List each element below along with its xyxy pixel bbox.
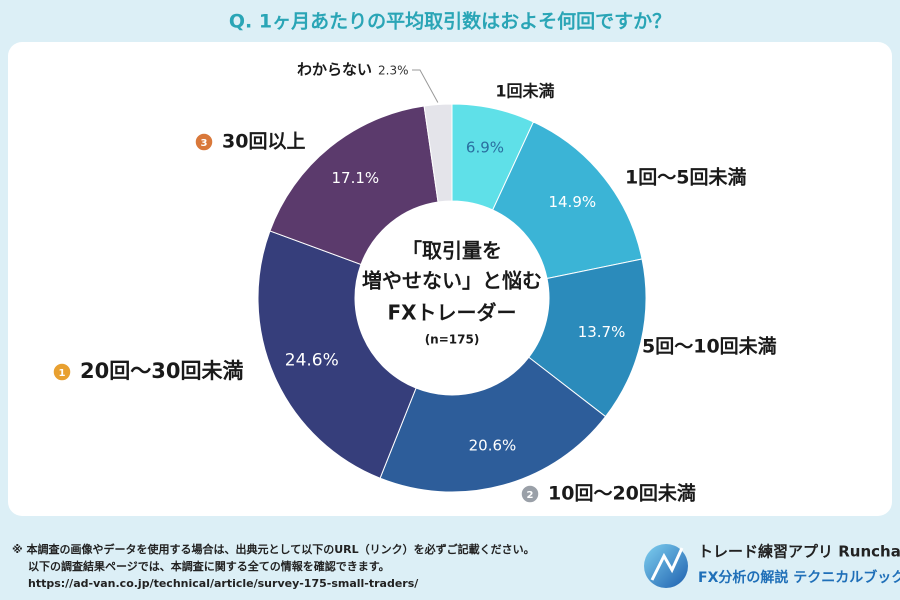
category-label: 30回以上 [222, 131, 305, 153]
rank-number: 1 [59, 368, 66, 379]
footer-note: 以下の調査結果ページでは、本調査に関する全ての情報を確認できます。 [28, 559, 390, 573]
footer-url: https://ad-van.co.jp/technical/article/s… [28, 577, 419, 590]
leader-line [412, 69, 439, 103]
rank-number: 2 [527, 490, 534, 501]
category-label: 5回～10回未満 [642, 335, 777, 358]
center-text: 増やせない」と悩む [362, 269, 542, 293]
value-label: 13.7% [578, 323, 626, 341]
value-label: 14.9% [548, 193, 596, 211]
logo-title: トレード練習アプリ Runcha [698, 543, 900, 561]
center-text: FXトレーダー [387, 301, 516, 325]
chart-title: Q. 1ヶ月あたりの平均取引数はおよそ何回ですか？ [229, 10, 671, 33]
logo-subtitle: FX分析の解説 テクニカルブック [698, 569, 900, 586]
rank-number: 3 [201, 138, 208, 149]
value-label: 20.6% [469, 437, 517, 455]
category-label: 1回未満 [495, 82, 554, 101]
logo-icon-line [650, 547, 684, 581]
center-text: 「取引量を [402, 239, 502, 263]
value-label: 2.3% [378, 64, 409, 78]
category-label: わからない [297, 61, 372, 79]
center-text: (n=175) [425, 333, 480, 347]
rank-badge [194, 132, 214, 152]
value-label: 24.6% [285, 350, 339, 370]
rank-badge [52, 362, 72, 382]
footer-note: ※ 本調査の画像やデータを使用する場合は、出典元として以下のURL（リンク）を必… [12, 542, 535, 556]
category-label: 20回～30回未満 [80, 359, 243, 383]
value-label: 17.1% [332, 169, 380, 187]
donut-hole [355, 201, 549, 395]
category-label: 10回～20回未満 [548, 482, 696, 505]
rank-badge [520, 484, 540, 504]
value-label: 6.9% [466, 139, 504, 157]
category-label: 1回～5回未満 [625, 166, 746, 189]
